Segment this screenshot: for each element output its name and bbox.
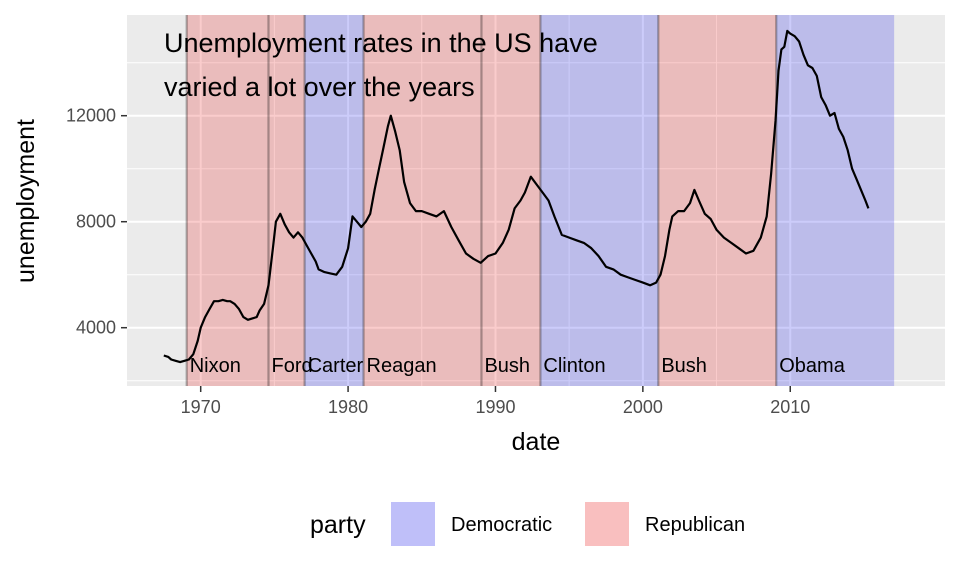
presidency-rect-bush-6 (658, 15, 777, 386)
president-label-bush: Bush (484, 355, 530, 377)
legend-label-republican: Republican (645, 514, 745, 536)
legend-key-republican (585, 502, 629, 546)
grid-lines (127, 15, 945, 386)
presidency-rect-obama-7 (776, 15, 895, 386)
presidency-start-lines (185, 15, 778, 386)
president-label-carter: Carter (308, 355, 364, 377)
legend: party Democratic Republican (310, 502, 745, 546)
president-label-nixon: Nixon (190, 355, 241, 377)
unemployment-line (163, 29, 870, 364)
x-axis-title: date (512, 428, 561, 456)
presidency-rect-nixon-0 (186, 15, 269, 386)
presidency-rects (186, 15, 895, 386)
presidency-rect-ford-1 (268, 15, 305, 386)
x-tick-label: 1980 (328, 397, 368, 417)
president-label-reagan: Reagan (367, 355, 437, 377)
y-axis-ticks: 4000 8000 12000 (66, 106, 127, 338)
y-axis-title: unemployment (12, 119, 40, 283)
x-tick-label: 2010 (770, 397, 810, 417)
presidency-rect-carter-2 (304, 15, 364, 386)
y-tick-label: 12000 (66, 106, 116, 126)
president-label-ford: Ford (271, 355, 312, 377)
y-tick-label: 8000 (76, 212, 116, 232)
y-tick-label: 4000 (76, 318, 116, 338)
x-tick-label: 1990 (475, 397, 515, 417)
presidency-rect-bush-4 (481, 15, 541, 386)
chart-annotation-line-1: Unemployment rates in the US have (164, 28, 598, 58)
legend-key-democratic (391, 502, 435, 546)
x-axis-ticks: 1970 1980 1990 2000 2010 (181, 386, 810, 417)
chart-annotation-line-2: varied a lot over the years (164, 72, 475, 102)
plot-panel (127, 15, 945, 386)
legend-title: party (310, 511, 366, 539)
presidency-rect-reagan-3 (363, 15, 482, 386)
presidency-rect-clinton-5 (540, 15, 659, 386)
x-tick-label: 1970 (181, 397, 221, 417)
president-label-clinton: Clinton (543, 355, 605, 377)
president-label-obama: Obama (779, 355, 845, 377)
president-label-bush: Bush (661, 355, 707, 377)
legend-label-democratic: Democratic (451, 514, 552, 536)
x-tick-label: 2000 (623, 397, 663, 417)
